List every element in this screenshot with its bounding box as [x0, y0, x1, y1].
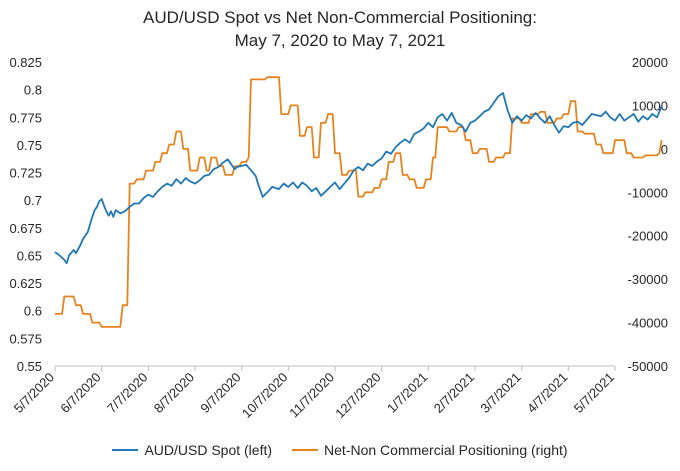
x-tick-label: 1/7/2021 — [384, 370, 430, 416]
series-line-positioning — [55, 76, 663, 328]
x-tick-label: 2/7/2021 — [431, 370, 477, 416]
y-left-tick-label: 0.575 — [9, 331, 42, 346]
x-tick-label: 10/7/2020 — [239, 370, 291, 422]
y-left-tick-label: 0.725 — [9, 166, 42, 181]
x-tick-label: 12/7/2020 — [332, 370, 384, 422]
y-left-tick-label: 0.75 — [17, 138, 42, 153]
y-right-tick-label: 0 — [661, 142, 668, 157]
y-left-tick-label: 0.625 — [9, 276, 42, 291]
y-right-tick-label: -50000 — [628, 359, 668, 374]
x-tick-label: 3/7/2021 — [477, 370, 523, 416]
y-right-tick-label: -20000 — [628, 229, 668, 244]
y-left-tick-label: 0.7 — [24, 193, 42, 208]
legend-label-spot: AUD/USD Spot (left) — [144, 442, 273, 458]
x-tick-label: 4/7/2021 — [524, 370, 570, 416]
legend-swatch-positioning — [292, 449, 319, 451]
y-left-tick-label: 0.775 — [9, 110, 42, 125]
y-left-tick-label: 0.6 — [24, 304, 42, 319]
x-tick-label: 11/7/2020 — [286, 370, 337, 421]
y-right-tick-label: -40000 — [628, 316, 668, 331]
y-left-tick-label: 0.8 — [24, 83, 42, 98]
legend-label-positioning: Net-Non Commercial Positioning (right) — [324, 442, 568, 458]
x-tick-label: 6/7/2020 — [57, 370, 103, 416]
y-left-tick-label: 0.675 — [9, 221, 42, 236]
y-left-tick-label: 0.825 — [9, 55, 42, 70]
series-layer — [54, 76, 663, 328]
legend-swatch-spot — [112, 449, 139, 451]
legend: AUD/USD Spot (left) Net-Non Commercial P… — [0, 442, 680, 458]
series-line-spot — [54, 92, 663, 265]
x-tick-label: 8/7/2020 — [151, 370, 197, 416]
legend-item-spot: AUD/USD Spot (left) — [112, 442, 272, 458]
chart-title: AUD/USD Spot vs Net Non-Commercial Posit… — [143, 8, 537, 27]
x-tick-label: 5/7/2020 — [11, 370, 57, 416]
y-left-tick-label: 0.65 — [17, 248, 42, 263]
x-tick-label: 5/7/2021 — [571, 370, 617, 416]
y-right-tick-label: 20000 — [632, 55, 668, 70]
y-left-tick-label: 0.55 — [17, 359, 42, 374]
y-right-tick-label: -10000 — [628, 185, 668, 200]
chart-subtitle: May 7, 2020 to May 7, 2021 — [234, 31, 446, 50]
legend-item-positioning: Net-Non Commercial Positioning (right) — [292, 442, 568, 458]
y-right-tick-label: 10000 — [632, 98, 668, 113]
y-right-tick-label: -30000 — [628, 272, 668, 287]
x-tick-label: 7/7/2020 — [104, 370, 150, 416]
x-tick-label: 9/7/2020 — [197, 370, 243, 416]
